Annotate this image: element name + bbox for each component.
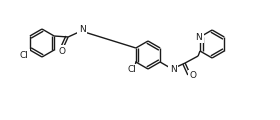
Text: Cl: Cl	[127, 66, 136, 75]
Text: O: O	[59, 46, 66, 55]
Text: O: O	[190, 72, 197, 81]
Text: N: N	[196, 33, 202, 42]
Text: Cl: Cl	[19, 51, 28, 60]
Text: N: N	[170, 66, 176, 75]
Text: N: N	[79, 24, 85, 33]
